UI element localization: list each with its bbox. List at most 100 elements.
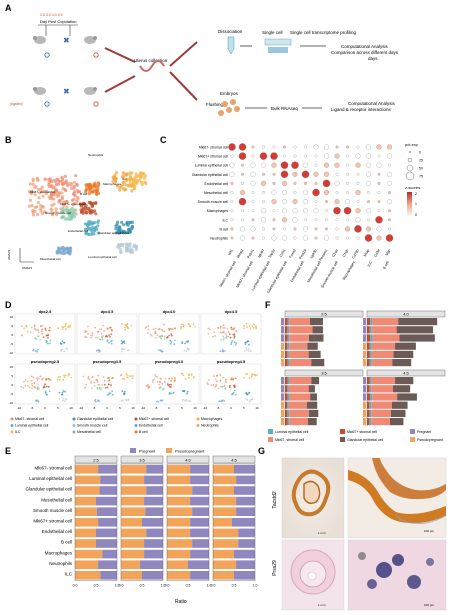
legend-label: Pseudopregnant	[417, 438, 443, 442]
umap-point	[69, 217, 74, 221]
e-x-tick: 0.5	[186, 584, 191, 588]
dotplot-row-label: Glandular epithelial cell	[192, 173, 228, 177]
dotplot-dot	[271, 235, 277, 241]
dotplot-dot	[262, 200, 265, 204]
umap-point	[206, 381, 209, 384]
umap-point	[36, 399, 39, 402]
cluster-label: Neutrophils	[88, 153, 104, 157]
dotplot-gene-label: C1qb	[342, 248, 350, 257]
legend-dot	[10, 424, 14, 427]
umap-point	[47, 337, 49, 339]
flushing-label: Flushing	[206, 102, 224, 107]
umap-point	[100, 387, 103, 389]
legend-swatch	[268, 437, 273, 442]
dotplot-dot	[302, 208, 309, 214]
umap-point	[44, 327, 47, 330]
umap-point	[96, 349, 99, 352]
umap-point	[47, 342, 49, 345]
bar-segment	[369, 377, 372, 385]
umap-point	[98, 400, 100, 403]
bar-segment	[371, 377, 396, 385]
umap-y-tick: 5	[11, 324, 13, 328]
umap-point	[72, 215, 77, 219]
dotplot-dot	[323, 162, 330, 168]
bar-segment	[287, 318, 290, 326]
legend-swatch	[268, 429, 273, 434]
umap-point	[71, 211, 75, 215]
bar-segment	[367, 318, 371, 326]
umap-x-tick: 5	[181, 406, 183, 410]
umap-point	[252, 373, 255, 376]
bar-pseudopregnant	[75, 549, 103, 559]
e-row-label: Mesothelial cell	[41, 497, 72, 502]
umap-point	[50, 208, 54, 213]
umap-point	[219, 331, 222, 334]
legend-label: Pregnant	[417, 430, 431, 434]
bar-segment	[287, 418, 290, 426]
umap-point	[70, 206, 74, 211]
umap-point	[60, 197, 64, 201]
dotplot-dot	[241, 163, 244, 167]
bar-pregnant	[146, 528, 163, 538]
bar-segment	[367, 350, 370, 358]
facet-strip	[74, 455, 118, 464]
legend-label: Neutrophils	[201, 424, 219, 428]
umap-title: pseudopreg4.5	[217, 359, 246, 364]
umap-point	[61, 393, 64, 396]
umap-title: pseudopreg4.0	[155, 359, 184, 364]
dotplot-dot	[354, 225, 362, 233]
umap-point	[219, 385, 222, 388]
umap-point	[37, 331, 40, 334]
umap-point	[132, 243, 137, 247]
umap-point	[60, 210, 65, 214]
facet-label: 4.0	[185, 458, 191, 463]
umap-point	[163, 335, 166, 338]
umap-point	[63, 400, 66, 403]
dotplot-dot	[385, 234, 394, 242]
umap-point	[125, 324, 128, 326]
umap-point	[34, 386, 37, 389]
umap-point	[250, 350, 252, 352]
bar-segment	[369, 350, 372, 358]
facet-frame	[120, 463, 164, 581]
umap-point	[25, 326, 28, 328]
umap-point	[223, 337, 225, 339]
umap-point	[41, 194, 45, 198]
umap-point	[222, 335, 225, 338]
umap-point	[169, 340, 172, 342]
bar-pregnant	[231, 518, 255, 527]
legend-dot	[72, 430, 76, 434]
umap-point	[232, 328, 235, 331]
umap-axes	[19, 248, 34, 263]
bar-group-marker	[281, 326, 284, 334]
dotplot-dot	[251, 218, 255, 222]
dotplot-gene-label: Top2a	[268, 248, 276, 258]
umap-point	[61, 177, 65, 181]
bar-segment	[285, 350, 288, 358]
dotplot-dot	[281, 235, 288, 241]
legend-dot	[196, 424, 200, 427]
umap-point	[248, 377, 251, 379]
umap-point	[246, 340, 249, 342]
dotplot-dot	[229, 162, 235, 168]
bar-segment	[308, 409, 319, 417]
umap-point	[123, 378, 126, 380]
dotplot-dot	[241, 209, 244, 213]
umap-point	[60, 191, 64, 195]
arrow-icon-2	[104, 75, 136, 93]
bar-pseudopregnant	[75, 507, 97, 516]
umap-point	[96, 219, 101, 223]
umap-point	[57, 327, 60, 330]
dotplot-gene-label: Mgp	[384, 248, 391, 256]
bar-pseudopregnant	[167, 465, 191, 474]
dotplot-dot	[355, 153, 361, 159]
dotplot-dot	[239, 226, 246, 232]
scale-bar-1mm-2: 1 mm	[318, 603, 326, 607]
umap-point	[126, 376, 129, 379]
legend-label: Mki67+ stromal cell	[347, 430, 377, 434]
dotplot-gene-label: Pecam1	[318, 248, 328, 261]
bar-segment	[371, 326, 397, 334]
bar-segment	[285, 418, 288, 426]
dotplot-dot	[323, 189, 330, 196]
umap-frame	[14, 313, 76, 355]
